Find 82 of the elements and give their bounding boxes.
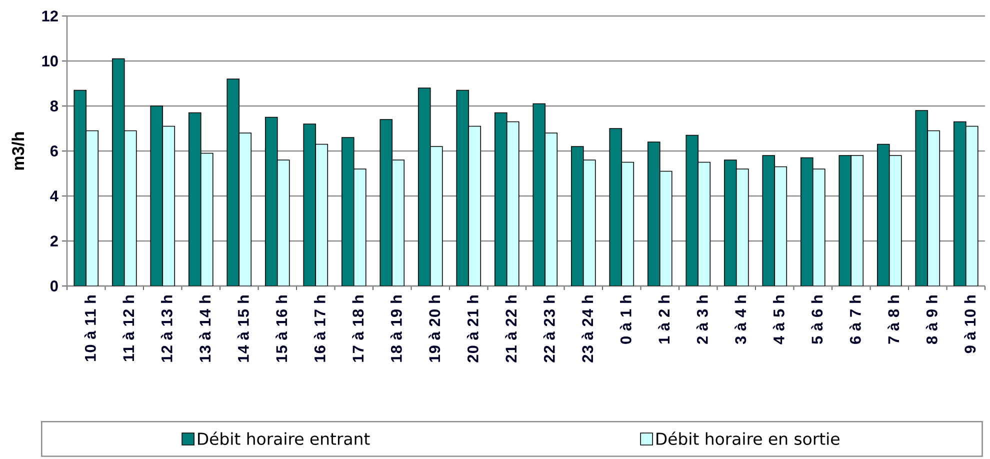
bar: [888, 155, 902, 286]
bar: [162, 126, 176, 286]
bar: [124, 130, 137, 286]
x-tick-label: 15 à 16 h: [276, 296, 288, 362]
bar: [380, 119, 393, 286]
bar: [264, 116, 278, 286]
y-tick-label: 4: [50, 190, 58, 202]
bar: [812, 168, 826, 286]
x-tick-label: 19 à 20 h: [428, 296, 440, 362]
bar: [341, 137, 354, 286]
bar: [456, 90, 470, 286]
x-tick-label: 21 à 22 h: [505, 296, 517, 362]
x-tick-label: 1 à 2 h: [658, 296, 670, 344]
x-tick-label: 10 à 11 h: [84, 296, 96, 362]
y-tick-label: 12: [42, 10, 58, 22]
bar: [915, 110, 928, 286]
y-tick-label: 2: [50, 236, 58, 246]
bar: [876, 144, 890, 286]
bar: [582, 160, 596, 286]
bar: [494, 112, 508, 286]
x-tick-label: 20 à 21 h: [466, 296, 478, 362]
x-tick-label: 17 à 18 h: [352, 296, 364, 362]
bar: [647, 142, 660, 286]
bar: [532, 103, 546, 286]
x-tick-label: 3 à 4 h: [734, 296, 746, 344]
x-tick-label: 5 à 6 h: [811, 296, 823, 344]
x-tick-label: 11 à 12 h: [122, 296, 134, 362]
bar: [315, 144, 328, 286]
y-tick-label: 0: [50, 280, 58, 292]
legend-label: Débit horaire en sortie: [656, 432, 840, 446]
bar: [303, 124, 316, 286]
bar: [86, 130, 99, 286]
bar: [392, 160, 405, 286]
bar: [927, 130, 940, 286]
bar: [698, 162, 711, 286]
y-tick-label: 8: [50, 100, 58, 112]
legend-label: Débit horaire entrant: [198, 432, 370, 446]
x-tick-label: 12 à 13 h: [160, 296, 172, 362]
bar: [659, 170, 672, 286]
bar: [774, 166, 788, 286]
bar: [570, 146, 584, 286]
bar: [762, 155, 776, 286]
x-tick-label: 22 à 23 h: [543, 296, 555, 362]
bar: [506, 121, 520, 286]
bar: [200, 152, 214, 286]
x-tick-label: 6 à 7 h: [849, 296, 861, 344]
x-tick-label: 13 à 14 h: [199, 296, 211, 362]
bar: [227, 78, 240, 286]
bar: [800, 157, 814, 286]
bar: [74, 90, 87, 286]
bar: [621, 162, 634, 286]
bar: [418, 88, 431, 286]
x-tick-label: 9 à 10 h: [964, 296, 976, 354]
bar: [838, 155, 852, 286]
x-tick-label: 0 à 1 h: [620, 296, 632, 344]
x-tick-label: 16 à 17 h: [314, 296, 326, 362]
bar: [239, 132, 252, 286]
bar: [353, 168, 366, 286]
bar: [188, 112, 202, 286]
bar: [112, 58, 125, 286]
y-axis-title: m3/h: [12, 132, 24, 170]
bar: [468, 126, 482, 286]
bar: [544, 132, 558, 286]
bar: [724, 160, 737, 286]
x-tick-label: 14 à 15 h: [237, 296, 249, 362]
y-tick-label: 10: [42, 56, 58, 66]
bar: [686, 134, 699, 286]
bar: [953, 121, 966, 286]
x-tick-label: 2 à 3 h: [696, 296, 708, 344]
x-tick-label: 4 à 5 h: [772, 296, 784, 344]
bar: [609, 128, 622, 286]
y-tick-label: 6: [50, 146, 58, 156]
x-tick-label: 7 à 8 h: [888, 296, 900, 344]
x-tick-label: 8 à 9 h: [926, 296, 938, 344]
bar: [736, 168, 749, 286]
bar: [150, 106, 164, 286]
bar: [430, 146, 443, 286]
bar: [276, 160, 290, 286]
bar: [965, 126, 978, 286]
x-tick-label: 23 à 24 h: [582, 296, 594, 362]
x-tick-label: 18 à 19 h: [390, 296, 402, 362]
bar: [850, 155, 864, 286]
